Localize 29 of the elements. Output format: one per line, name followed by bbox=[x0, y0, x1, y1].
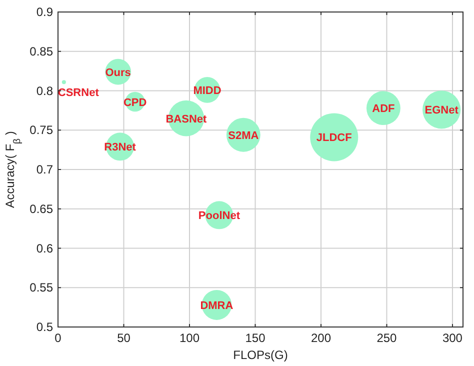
x-tick-label: 150 bbox=[245, 331, 266, 345]
series-label: Ours bbox=[105, 66, 131, 79]
y-tick-label: 0.55 bbox=[30, 280, 54, 295]
y-tick-label: 0.5 bbox=[36, 320, 54, 334]
y-tick-label: 0.85 bbox=[30, 44, 54, 58]
series-label: DMRA bbox=[200, 300, 234, 312]
series-label: S2MA bbox=[228, 130, 259, 142]
series-label: JLDCF bbox=[316, 132, 352, 144]
y-tick-label: 0.8 bbox=[36, 84, 54, 98]
y-tick-label: 0.7 bbox=[36, 162, 54, 176]
series-label: R3Net bbox=[104, 142, 136, 154]
x-tick-label: 100 bbox=[179, 331, 200, 345]
series-label: CSRNet bbox=[58, 87, 100, 100]
x-axis-title: FLOPs(G) bbox=[233, 348, 288, 362]
x-tick-label: 200 bbox=[310, 331, 332, 345]
series-label: PoolNet bbox=[198, 210, 240, 222]
series-label: BASNet bbox=[166, 113, 208, 126]
x-tick-label: 250 bbox=[376, 331, 398, 345]
series-label: EGNet bbox=[424, 104, 459, 117]
x-tick-label: 0 bbox=[54, 331, 62, 345]
y-tick-label: 0.6 bbox=[36, 241, 54, 256]
y-tick-label: 0.9 bbox=[36, 5, 54, 19]
series-label: MIDD bbox=[193, 84, 222, 97]
x-tick-label: 300 bbox=[442, 331, 463, 345]
y-tick-label: 0.75 bbox=[30, 123, 54, 138]
series-label: ADF bbox=[372, 103, 396, 116]
x-tick-label: 50 bbox=[117, 331, 131, 345]
y-tick-label: 0.65 bbox=[30, 202, 54, 216]
series-label: CPD bbox=[123, 96, 147, 109]
